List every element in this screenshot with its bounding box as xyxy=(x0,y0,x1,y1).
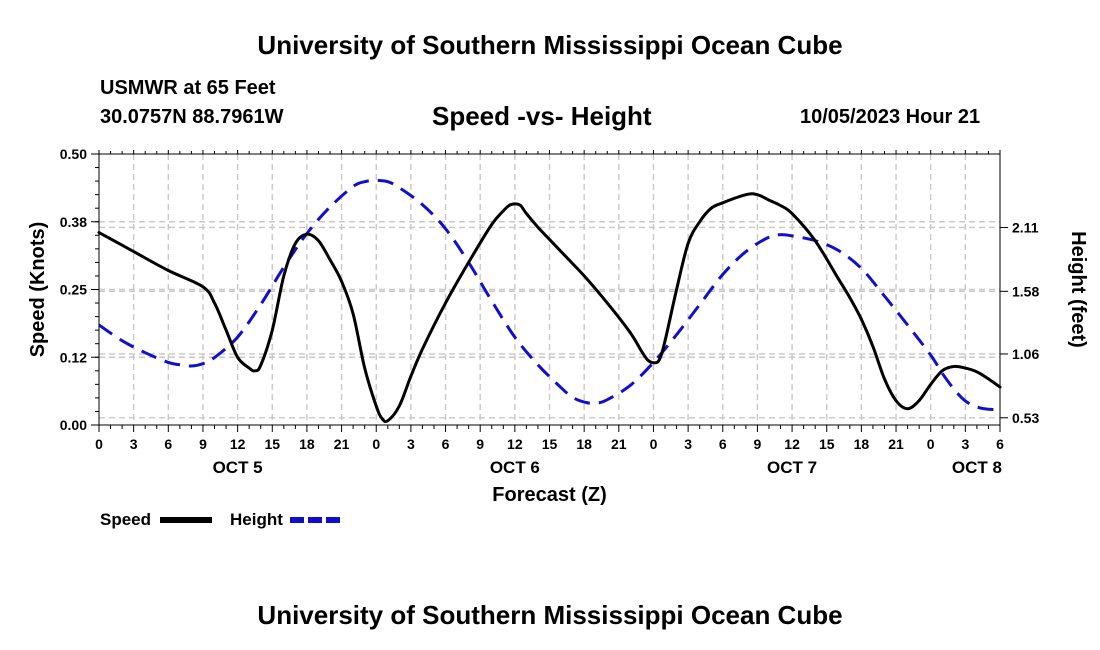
y2-tick-label: 1.06 xyxy=(1012,346,1039,362)
x-tick-label: 9 xyxy=(476,436,484,452)
footer-title: University of Southern Mississippi Ocean… xyxy=(257,600,843,630)
chart-subtitle: Speed -vs- Height xyxy=(432,101,652,131)
x-tick-label: 21 xyxy=(888,436,904,452)
coordinates-label: 30.0757N 88.7961W xyxy=(100,106,284,128)
x-tick-label: 15 xyxy=(542,436,558,452)
height-series-line xyxy=(98,179,1001,411)
x-tick-label: 21 xyxy=(611,436,627,452)
x-tick-label: 3 xyxy=(684,436,692,452)
day-label: OCT 5 xyxy=(213,458,263,477)
day-label: OCT 8 xyxy=(952,458,1002,477)
speed-series-line xyxy=(97,192,1002,424)
forecast-datetime: 10/05/2023 Hour 21 xyxy=(800,106,981,128)
day-label: OCT 6 xyxy=(490,458,540,477)
x-tick-label: 3 xyxy=(130,436,138,452)
y2-axis-title: Height (feet) xyxy=(1067,231,1089,348)
x-tick-label: 6 xyxy=(719,436,727,452)
x-tick-label: 9 xyxy=(199,436,207,452)
x-tick-label: 15 xyxy=(264,436,280,452)
y-axis-title: Speed (Knots) xyxy=(27,222,49,358)
series-group xyxy=(97,179,1002,424)
x-axis-title: Forecast (Z) xyxy=(492,484,606,506)
y-tick-label: 0.50 xyxy=(60,146,87,162)
y-tick-label: 0.00 xyxy=(60,417,87,433)
axis-labels: 0 3 6 9 12 15 18 21 0 3 6 9 12 15 18 21 0 3 6 9 12 15 18 21 0 3 60… xyxy=(60,146,1040,477)
y2-tick-label: 2.11 xyxy=(1012,219,1039,235)
y-tick-label: 0.38 xyxy=(60,214,87,230)
x-tick-label: 12 xyxy=(784,436,800,452)
x-tick-label: 21 xyxy=(334,436,350,452)
x-tick-label: 9 xyxy=(754,436,762,452)
x-tick-label: 0 xyxy=(95,436,103,452)
y2-tick-label: 1.58 xyxy=(1012,283,1039,299)
x-tick-label: 3 xyxy=(407,436,415,452)
legend: Speed Height xyxy=(100,510,342,529)
station-label: USMWR at 65 Feet xyxy=(100,77,276,99)
x-tick-label: 6 xyxy=(996,436,1004,452)
grid xyxy=(99,154,1000,425)
legend-label-speed: Speed xyxy=(100,510,151,529)
legend-label-height: Height xyxy=(230,510,283,529)
y2-tick-label: 0.53 xyxy=(1012,410,1039,426)
x-tick-label: 0 xyxy=(372,436,380,452)
x-tick-label: 12 xyxy=(507,436,523,452)
y-tick-label: 0.12 xyxy=(60,349,87,365)
x-tick-label: 6 xyxy=(164,436,172,452)
axis-ticks xyxy=(91,150,1008,432)
x-tick-label: 3 xyxy=(961,436,969,452)
y-tick-label: 0.25 xyxy=(60,282,87,298)
x-tick-label: 15 xyxy=(819,436,835,452)
day-label: OCT 7 xyxy=(767,458,817,477)
x-tick-label: 6 xyxy=(442,436,450,452)
x-tick-label: 18 xyxy=(854,436,870,452)
x-tick-label: 0 xyxy=(927,436,935,452)
x-tick-label: 18 xyxy=(576,436,592,452)
chart-title: University of Southern Mississippi Ocean… xyxy=(257,30,843,60)
x-tick-label: 0 xyxy=(650,436,658,452)
x-tick-label: 12 xyxy=(230,436,246,452)
x-tick-label: 18 xyxy=(299,436,315,452)
